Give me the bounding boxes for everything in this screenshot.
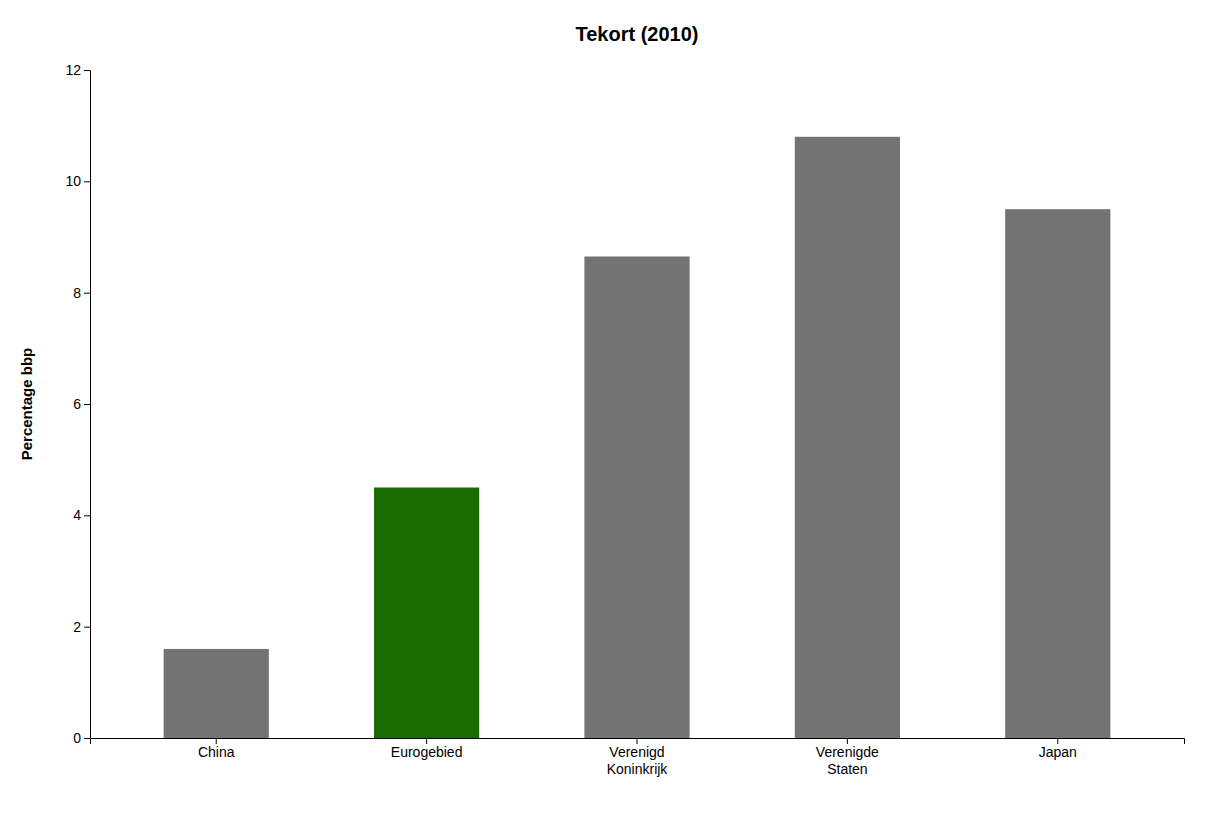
tick-label: 2 xyxy=(73,619,81,635)
tick: VerenigdKoninkrijk xyxy=(607,738,669,777)
tick: Japan xyxy=(1039,738,1077,760)
tick-label-line: Koninkrijk xyxy=(607,761,669,777)
tick-mark xyxy=(84,70,90,71)
bar xyxy=(584,256,689,738)
bar xyxy=(795,137,900,738)
tick-label: VerenigdeStaten xyxy=(816,744,879,777)
tick-label: 6 xyxy=(73,396,81,412)
tick-label: 0 xyxy=(73,730,81,746)
tick-mark xyxy=(84,738,90,739)
tick: 6 xyxy=(73,396,90,412)
tick: 2 xyxy=(73,619,90,635)
tick-label: 12 xyxy=(65,62,81,78)
x-axis: ChinaEurogebiedVerenigdKoninkrijkVerenig… xyxy=(91,738,1185,777)
y-axis-title: Percentage bbp xyxy=(18,348,35,461)
tick-label-line: China xyxy=(198,744,235,760)
tick-mark xyxy=(84,181,90,182)
tick: 4 xyxy=(73,507,90,523)
bar xyxy=(374,488,479,739)
bar xyxy=(164,649,269,738)
axis-line xyxy=(84,71,91,739)
tick: VerenigdeStaten xyxy=(816,738,879,777)
tick: 10 xyxy=(65,173,90,189)
tick-label-line: Staten xyxy=(827,761,867,777)
chart: 0 2 4 6 8 10 12 China Eurogebied VerenigdKoninkri… xyxy=(0,0,1224,828)
tick: 8 xyxy=(73,285,90,301)
tick-label: 8 xyxy=(73,285,81,301)
tick-label: 10 xyxy=(65,173,81,189)
tick-mark xyxy=(84,404,90,405)
tick: Eurogebied xyxy=(391,738,463,760)
bar xyxy=(1005,209,1110,738)
tick-label: Japan xyxy=(1039,744,1077,760)
tick: 0 xyxy=(73,730,90,746)
tick-mark xyxy=(84,515,90,516)
tick-label: VerenigdKoninkrijk xyxy=(607,744,669,777)
tick-label-line: Verenigde xyxy=(816,744,879,760)
tick-label-line: Eurogebied xyxy=(391,744,463,760)
tick-label: Eurogebied xyxy=(391,744,463,760)
tick-mark xyxy=(84,627,90,628)
bars xyxy=(164,137,1111,738)
tick-label-line: Japan xyxy=(1039,744,1077,760)
tick-label: China xyxy=(198,744,235,760)
tick: 12 xyxy=(65,62,90,78)
tick: China xyxy=(198,738,235,760)
title: Tekort (2010) xyxy=(575,23,698,45)
tick-label-line: Verenigd xyxy=(609,744,664,760)
tick-label: 4 xyxy=(73,507,81,523)
plot: 0 2 4 6 8 10 12 China Eurogebied VerenigdKoninkri… xyxy=(65,62,1184,777)
y-axis: 0 2 4 6 8 10 12 xyxy=(65,62,90,746)
tick-mark xyxy=(84,293,90,294)
